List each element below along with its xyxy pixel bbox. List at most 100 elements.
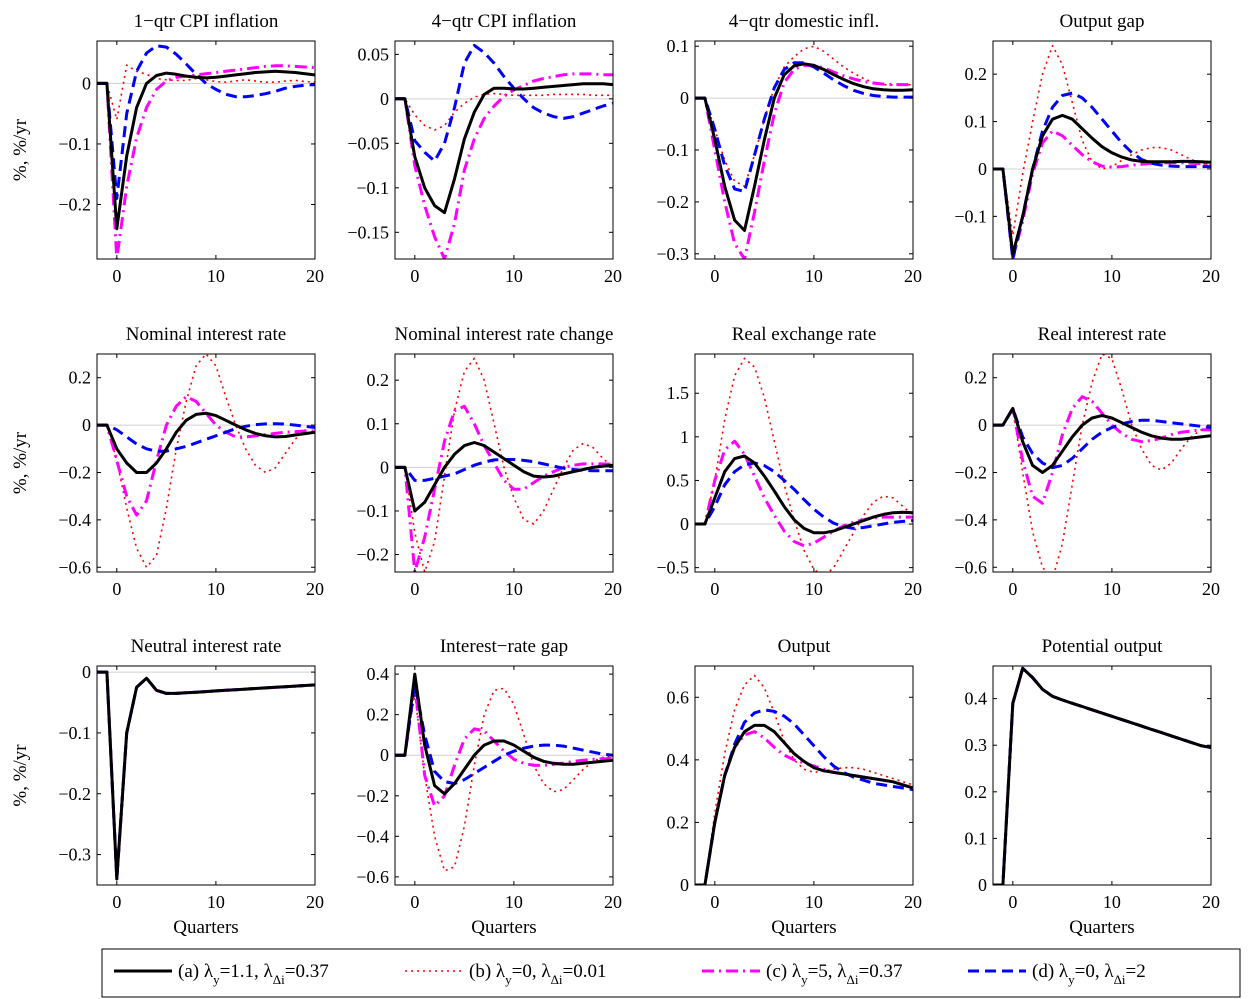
x-tick-label: 20 [1202, 266, 1220, 286]
panel-title: Interest−rate gap [440, 636, 568, 657]
panel-title: Real exchange rate [732, 324, 877, 345]
panel-title: Potential output [1042, 636, 1164, 657]
legend-sep: , [254, 961, 264, 982]
y-tick-label: −0.2 [356, 786, 389, 806]
series-line-b [395, 357, 613, 572]
panel-6: Nominal interest rate change 0 10 20 0.2 0.1 0… [356, 324, 622, 599]
y-tick-label: −0.6 [356, 867, 389, 887]
lambda-symbol: λ [541, 961, 551, 982]
subscript-y: y [213, 972, 220, 987]
lambda-y-value: 5 [818, 961, 828, 982]
x-tick-label: 0 [1008, 266, 1017, 286]
x-tick-label: 0 [710, 266, 719, 286]
y-tick-label: 0.4 [667, 750, 690, 770]
y-tick-label: 0 [82, 662, 91, 682]
y-tick-label: −0.3 [58, 845, 91, 865]
series-line-d [97, 44, 315, 200]
x-tick-label: 0 [1008, 579, 1017, 599]
series-group [695, 357, 913, 572]
y-tick-label: 0.5 [667, 470, 690, 490]
series-group [993, 666, 1211, 885]
legend-sep: , [532, 961, 542, 982]
legend-sep: , [1095, 961, 1105, 982]
legend-prefix: (c) [766, 961, 792, 982]
axes-box [992, 665, 1212, 886]
series-line-c [695, 730, 913, 885]
series-group [695, 674, 913, 885]
legend-prefix: (b) [469, 961, 496, 982]
x-tick-label: 10 [505, 579, 523, 599]
y-tick-label: −0.1 [356, 501, 389, 521]
x-tick-label: 20 [604, 579, 622, 599]
y-tick-label: 0.2 [965, 782, 988, 802]
y-tick-label: 0.1 [965, 112, 988, 132]
legend-label: (b) λy=0, λΔi=0.01 [469, 961, 607, 987]
legend-sep: , [828, 961, 838, 982]
x-tick-label: 0 [1008, 892, 1017, 912]
y-tick-label: −0.2 [58, 462, 91, 482]
y-tick-label: 0 [978, 415, 987, 435]
series-group [695, 45, 913, 259]
x-axis-label: Quarters [173, 917, 238, 938]
series-line-d [695, 61, 913, 193]
x-tick-label: 0 [410, 892, 419, 912]
panel-9: Neutral interest rate 0 10 20 0 −0.1 −0.2 −0.3%… [10, 636, 324, 938]
lambda-symbol: λ [496, 961, 506, 982]
panel-10: Interest−rate gap 0 10 20 0.4 0.2 0 −0.2 −0.4 −0.… [356, 636, 622, 938]
x-tick-label: 10 [505, 266, 523, 286]
y-tick-label: 0 [82, 73, 91, 93]
legend-eq: = [563, 961, 574, 982]
y-tick-label: −0.1 [954, 206, 987, 226]
series-line-c [97, 64, 315, 259]
legend-label: (d) λy=0, λΔi=2 [1032, 961, 1146, 987]
lambda-symbol: λ [1059, 961, 1069, 982]
x-tick-label: 10 [805, 892, 823, 912]
axes-box [992, 353, 1212, 573]
y-tick-label: −0.15 [347, 222, 389, 242]
y-tick-label: −0.4 [58, 510, 91, 530]
x-tick-label: 10 [505, 892, 523, 912]
panel-title: 4−qtr domestic infl. [729, 11, 880, 32]
axes-box [694, 353, 914, 573]
axes-box [96, 353, 316, 573]
y-tick-label: 0 [380, 89, 389, 109]
series-line-b [395, 687, 613, 872]
x-axis-label: Quarters [471, 917, 536, 938]
series-line-b [97, 354, 315, 569]
axes-box [394, 40, 614, 260]
x-tick-label: 20 [904, 579, 922, 599]
series-line-b [695, 357, 913, 572]
lambda-y-value: 0 [522, 961, 532, 982]
series-line-a [97, 670, 315, 881]
lambda-y-value: 0 [1085, 961, 1095, 982]
subscript-delta-i: Δi [847, 972, 859, 987]
series-line-a [395, 672, 613, 796]
x-tick-label: 20 [604, 892, 622, 912]
y-tick-label: −0.5 [656, 558, 689, 578]
series-line-c [695, 439, 913, 548]
subscript-y: y [505, 972, 512, 987]
legend-eq: = [512, 961, 523, 982]
x-tick-label: 0 [112, 892, 121, 912]
x-axis-label: Quarters [771, 917, 836, 938]
y-tick-label: −0.05 [347, 133, 389, 153]
series-line-b [993, 667, 1211, 885]
panel-3: 4−qtr domestic infl. 0 10 20 0.1 0 −0.1 −0.2 −0.… [656, 11, 922, 286]
series-line-a [395, 82, 613, 215]
series-group [993, 354, 1211, 572]
series-group [97, 670, 315, 881]
axes-box [96, 665, 316, 886]
series-line-d [97, 670, 315, 881]
panel-title: 4−qtr CPI inflation [432, 11, 577, 32]
panel-4: Output gap 0 10 20 0.2 0.1 0 −0.1 [954, 11, 1220, 286]
lambda-symbol: λ [792, 961, 802, 982]
y-tick-label: 0.4 [965, 689, 988, 709]
series-line-a [695, 454, 913, 535]
legend-eq: = [808, 961, 819, 982]
y-tick-label: −0.6 [954, 557, 987, 577]
legend-entry-b: (b) λy=0, λΔi=0.01 [405, 961, 607, 987]
y-tick-label: 0 [82, 415, 91, 435]
legend-prefix: (a) [178, 961, 204, 982]
y-tick-label: 0.2 [667, 812, 690, 832]
